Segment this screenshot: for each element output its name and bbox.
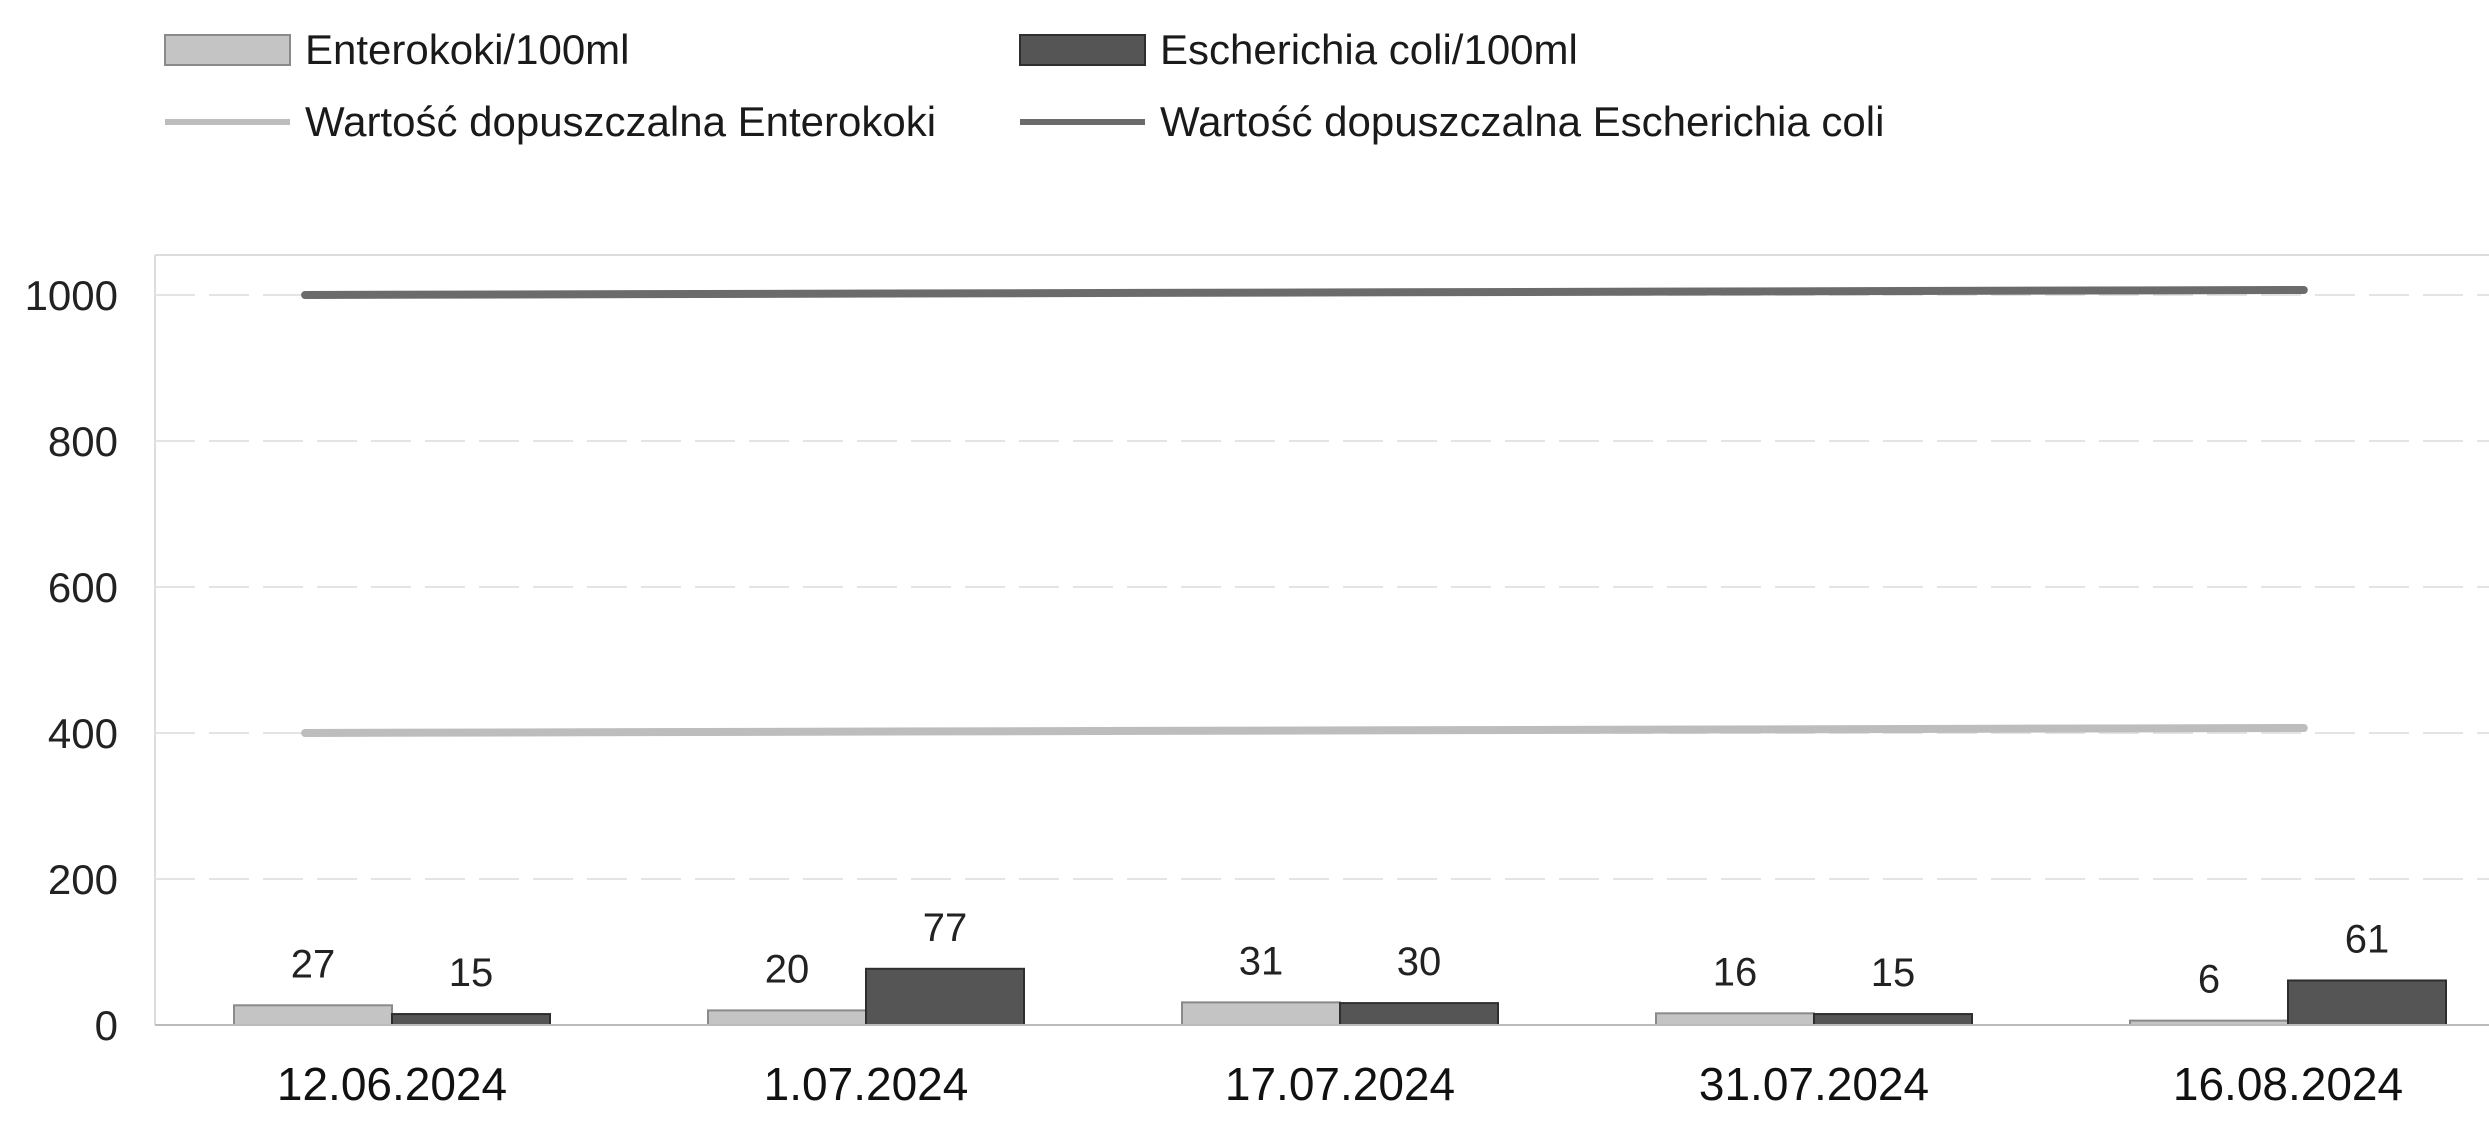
y-tick-label: 600 [48,564,118,611]
legend-label: Wartość dopuszczalna Enterokoki [305,98,936,145]
legend-swatch [1019,34,1146,66]
data-label: 27 [291,942,336,986]
y-tick-label: 0 [95,1002,118,1049]
limit-line [301,724,2308,737]
x-tick-label: 1.07.2024 [764,1058,969,1110]
y-tick-label: 200 [48,856,118,903]
legend-label: Enterokoki/100ml [305,26,630,73]
axis-layer: 0 200 400 600 800 1000 12.06.2024 1.07.2024 17.0… [25,272,2489,1110]
bar-escherichia-coli [391,1013,551,1026]
bar-escherichia-coli [1339,1002,1499,1026]
data-label: 61 [2345,917,2390,961]
limit-line [301,286,2308,299]
data-label: 31 [1239,939,1284,983]
limit-lines-layer [301,286,2308,737]
data-label: 15 [449,951,494,995]
bars-layer [233,967,2447,1027]
legend-limit-escherichia-coli: Wartość dopuszczalna Escherichia coli [1020,98,1884,145]
y-tick-label: 1000 [25,272,118,319]
bar-enterokoki [233,1004,393,1026]
x-tick-label: 17.07.2024 [1225,1058,1455,1110]
x-tick-label: 12.06.2024 [277,1058,507,1110]
x-tick-label: 16.08.2024 [2173,1058,2403,1110]
bar-enterokoki [707,1009,867,1027]
data-label: 6 [2198,958,2220,1002]
legend-label: Wartość dopuszczalna Escherichia coli [1160,98,1884,145]
bar-escherichia-coli [1813,1013,1973,1026]
legend-enterokoki: Enterokoki/100ml [164,26,630,73]
x-tick-label: 31.07.2024 [1699,1058,1929,1110]
data-label: 77 [923,906,968,950]
data-label: 15 [1871,951,1916,995]
legend-swatch [164,34,291,66]
data-labels-layer: 27 15 20 77 31 30 16 15 6 61 [291,906,2390,1002]
legend-escherichia-coli: Escherichia coli/100ml [1019,26,1578,73]
y-tick-label: 800 [48,418,118,465]
bar-escherichia-coli [865,967,1025,1026]
bar-enterokoki [1655,1012,1815,1027]
data-label: 16 [1713,950,1758,994]
bar-enterokoki [1181,1001,1341,1026]
data-label: 30 [1397,940,1442,984]
legend-limit-enterokoki: Wartość dopuszczalna Enterokoki [165,98,936,145]
y-tick-label: 400 [48,710,118,757]
legend: Enterokoki/100ml Escherichia coli/100ml Wa… [164,26,1884,145]
data-label: 20 [765,947,810,991]
legend-label: Escherichia coli/100ml [1160,26,1578,73]
grid-layer [154,254,2489,1025]
bar-escherichia-coli [2287,979,2447,1026]
